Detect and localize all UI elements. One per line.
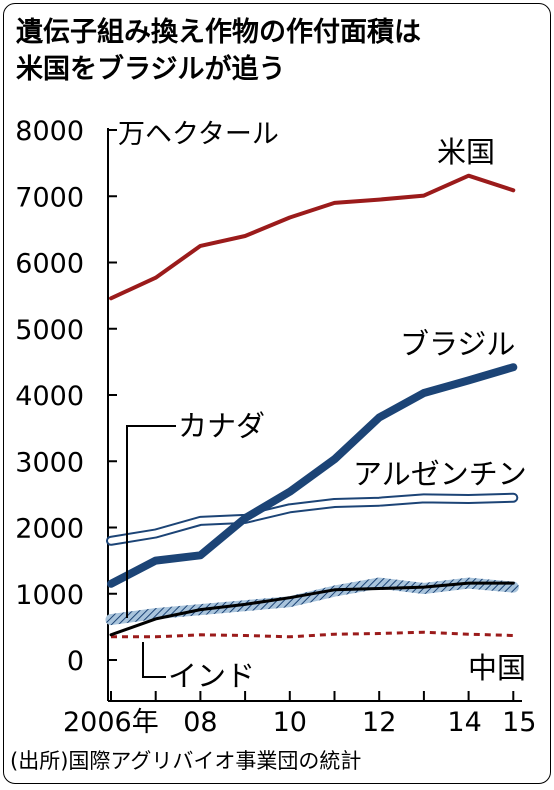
chart-title: 遺伝子組み換え作物の作付面積は 米国をブラジルが追う: [16, 14, 546, 88]
data-point: [513, 582, 515, 584]
series-label: インド: [168, 659, 255, 693]
data-point: [155, 560, 157, 562]
india-leader-line: [142, 642, 166, 678]
data-point: [110, 540, 112, 542]
data-point: [200, 555, 202, 557]
y-tick-label: 0: [67, 646, 84, 677]
data-point: [110, 619, 112, 621]
y-tick-label: 1000: [15, 580, 84, 611]
y-tick-label: 4000: [15, 381, 84, 412]
data-point: [334, 589, 336, 591]
x-tick-label: 12: [362, 707, 396, 738]
y-tick-label: 5000: [15, 315, 84, 346]
data-point: [378, 582, 380, 584]
data-point: [200, 520, 202, 522]
data-point: [110, 583, 112, 585]
chart-frame: 遺伝子組み換え作物の作付面積は 米国をブラジルが追う: [3, 3, 551, 784]
y-tick-label: 6000: [15, 249, 84, 280]
series-line-argentina-inner: [108, 494, 517, 544]
series-label: ブラジル: [400, 327, 515, 361]
series-label: 中国: [468, 651, 526, 685]
data-point: [200, 609, 202, 611]
title-line-2: 米国をブラジルが追う: [16, 54, 286, 85]
y-tick-label: 7000: [15, 182, 84, 213]
x-tick-label: 10: [273, 707, 307, 738]
data-point: [334, 458, 336, 460]
data-point: [289, 491, 291, 493]
data-point: [423, 631, 425, 633]
x-tick-label: 2006年: [63, 707, 159, 738]
data-point: [513, 635, 515, 637]
data-point: [513, 366, 515, 368]
data-point: [155, 636, 157, 638]
data-point: [468, 633, 470, 635]
data-point: [468, 175, 470, 177]
data-point: [468, 380, 470, 382]
data-point: [289, 636, 291, 638]
data-point: [513, 497, 515, 499]
data-point: [378, 199, 380, 201]
data-point: [334, 202, 336, 204]
data-point: [200, 245, 202, 247]
data-point: [378, 633, 380, 635]
series-label: 米国: [437, 135, 495, 169]
data-point: [513, 586, 515, 588]
data-point: [468, 582, 470, 584]
data-point: [244, 517, 246, 519]
data-point: [155, 533, 157, 535]
data-point: [244, 635, 246, 637]
data-point: [155, 277, 157, 279]
y-unit-label: 万ヘクタール: [118, 119, 279, 150]
data-point: [334, 502, 336, 504]
data-point: [200, 634, 202, 636]
data-point: [155, 618, 157, 620]
data-point: [334, 633, 336, 635]
y-tick-label: 2000: [15, 514, 84, 545]
data-point: [423, 392, 425, 394]
axes: 0 1000 2000 3000 4000 5000 6000 7000 8000 万ヘクタール 2…: [15, 116, 536, 738]
source-note: (出所)国際アグリバイオ事業団の統計: [10, 749, 362, 773]
data-point: [244, 235, 246, 237]
series-label: カナダ: [178, 409, 265, 443]
data-point: [289, 507, 291, 509]
data-point: [289, 601, 291, 603]
x-tick-label: 15: [502, 707, 536, 738]
series-line-brazil: [107, 363, 518, 588]
series-label: アルゼンチン: [353, 457, 527, 491]
series-line-india: [109, 581, 515, 637]
title-line-1: 遺伝子組み換え作物の作付面積は: [16, 17, 421, 48]
data-point: [289, 597, 291, 599]
data-point: [110, 634, 112, 636]
data-point: [468, 498, 470, 500]
y-tick-label: 8000: [15, 116, 84, 147]
series-line-china: [111, 630, 514, 639]
data-point: [378, 588, 380, 590]
series-line-usa: [109, 173, 516, 301]
y-tick-label: 3000: [15, 447, 84, 478]
data-point: [423, 586, 425, 588]
data-point: [289, 217, 291, 219]
data-point: [378, 501, 380, 503]
data-point: [155, 613, 157, 615]
data-point: [244, 604, 246, 606]
data-point: [423, 195, 425, 197]
x-tick-label: 08: [183, 707, 217, 738]
series-layer: [105, 173, 519, 639]
data-point: [423, 498, 425, 500]
data-point: [513, 189, 515, 191]
x-tick-label: 14: [447, 707, 481, 738]
canada-leader-line: [126, 425, 176, 618]
data-point: [110, 297, 112, 299]
data-point: [378, 417, 380, 419]
